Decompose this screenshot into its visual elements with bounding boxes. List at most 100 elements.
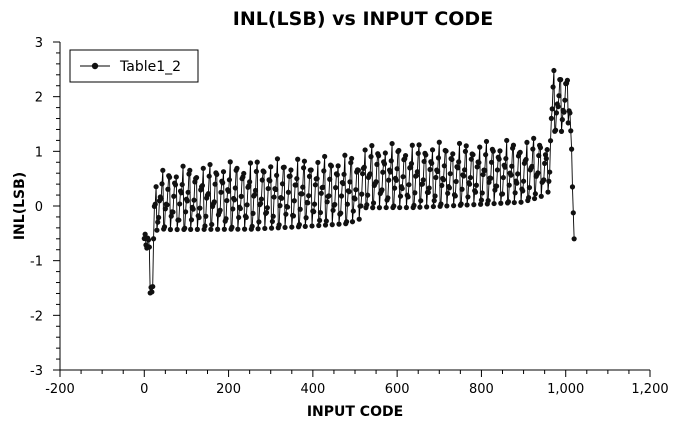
data-point — [548, 115, 554, 121]
data-point — [352, 196, 358, 202]
data-point — [433, 174, 439, 181]
chart-title: INL(LSB) vs INPUT CODE — [233, 8, 493, 30]
data-point — [182, 225, 188, 231]
data-point — [392, 185, 398, 191]
data-point — [338, 193, 345, 199]
data-point — [550, 84, 556, 90]
data-point — [370, 200, 377, 206]
data-point — [376, 153, 382, 159]
data-point — [439, 182, 445, 189]
data-point — [482, 167, 488, 174]
data-point — [473, 182, 479, 188]
data-point — [247, 179, 253, 185]
data-point — [451, 203, 457, 209]
ticks-layer: -200 0 200 400 600 800 1,000 1,200 -3 -2 -1 0 1 2 3 — [30, 36, 669, 397]
data-point — [276, 222, 282, 228]
data-point — [465, 194, 471, 200]
data-point — [468, 156, 474, 162]
data-point — [302, 223, 308, 230]
data-point — [306, 173, 313, 179]
data-point — [241, 226, 248, 232]
data-point — [187, 167, 193, 173]
data-point — [538, 193, 544, 199]
data-point — [180, 163, 186, 169]
data-point — [285, 189, 292, 195]
data-point — [191, 197, 197, 203]
data-point — [568, 128, 574, 134]
data-point — [510, 142, 517, 148]
data-point — [197, 205, 203, 211]
data-point — [470, 152, 476, 158]
data-point — [214, 171, 220, 178]
data-point — [429, 160, 435, 166]
data-point — [397, 193, 404, 199]
data-point — [403, 204, 410, 211]
data-point — [269, 218, 275, 225]
data-point — [423, 152, 429, 158]
data-point — [520, 178, 527, 184]
data-point — [332, 201, 338, 208]
data-point — [440, 177, 447, 183]
data-point — [418, 198, 424, 204]
data-point — [208, 226, 214, 232]
data-point — [514, 180, 520, 186]
data-point — [545, 189, 551, 195]
data-point — [415, 150, 421, 156]
data-point — [314, 176, 320, 182]
data-point — [370, 205, 376, 211]
data-point — [356, 216, 362, 222]
data-point — [506, 182, 512, 188]
data-point — [212, 181, 218, 187]
data-point — [561, 109, 567, 115]
data-point — [173, 174, 179, 180]
data-point — [224, 197, 230, 204]
data-point — [497, 148, 503, 154]
data-point — [461, 173, 467, 179]
data-point — [426, 185, 432, 191]
data-point — [146, 244, 152, 250]
data-point — [258, 196, 265, 202]
data-point — [279, 195, 285, 201]
data-point — [400, 174, 406, 180]
data-point — [461, 167, 468, 173]
data-point — [241, 170, 247, 177]
data-point — [342, 152, 348, 158]
x-tick-label: 1,000 — [547, 382, 584, 397]
data-point — [273, 186, 279, 193]
data-point — [348, 160, 354, 166]
data-point — [358, 203, 364, 209]
data-point — [483, 138, 490, 145]
data-point — [565, 120, 571, 126]
data-point — [515, 171, 521, 177]
x-tick-label: 0 — [140, 382, 148, 397]
data-point — [478, 197, 485, 203]
data-point — [467, 181, 473, 187]
data-point — [237, 205, 243, 212]
data-point — [196, 214, 202, 221]
data-point — [492, 187, 498, 193]
data-point — [347, 179, 353, 185]
x-axis-label: INPUT CODE — [307, 404, 403, 420]
series-layer — [141, 67, 577, 296]
data-point — [382, 150, 388, 156]
y-axis-label: INL(LSB) — [12, 172, 28, 240]
data-point — [341, 171, 347, 177]
y-tick-label: 0 — [35, 200, 43, 215]
data-point — [277, 203, 283, 209]
data-point — [182, 209, 189, 215]
data-point — [293, 182, 299, 188]
data-point — [432, 193, 438, 199]
data-point — [532, 191, 538, 197]
data-point — [458, 201, 464, 207]
data-point — [168, 213, 174, 219]
data-point — [336, 221, 342, 227]
data-point — [261, 169, 267, 175]
data-point — [385, 195, 391, 201]
data-point — [243, 214, 249, 220]
data-point — [472, 189, 479, 195]
data-point — [165, 186, 171, 192]
data-point — [494, 183, 500, 189]
data-point — [537, 145, 544, 151]
data-point — [211, 199, 217, 205]
